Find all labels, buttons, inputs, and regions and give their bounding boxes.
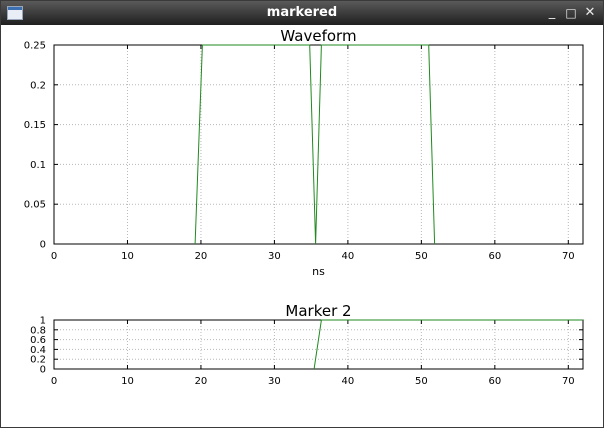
window-icon[interactable] [7,6,23,20]
x-axis-label: ns [312,265,325,278]
window-title: markered [266,5,338,20]
x-tick-label: 40 [342,376,355,387]
x-tick-label: 60 [488,376,501,387]
x-tick-label: 0 [51,376,57,387]
x-tick-label: 20 [195,251,208,262]
x-tick-label: 70 [562,251,575,262]
chart-title: Waveform [280,27,356,45]
series-line [194,44,436,245]
x-tick-label: 40 [342,251,355,262]
plot-frame [53,319,584,370]
x-tick-label: 50 [415,376,428,387]
y-tick-label: 0 [40,240,46,251]
minimize-button[interactable]: _ [548,5,556,20]
series-line [313,319,583,370]
chart-title: Marker 2 [285,302,351,320]
x-tick-label: 30 [268,376,281,387]
x-tick-label: 0 [51,251,57,262]
x-tick-label: 60 [488,251,501,262]
title-bar[interactable]: markered _ □ ✕ [1,1,603,25]
x-tick-label: 10 [121,251,134,262]
y-tick-label: 0 [40,365,46,376]
y-tick-label: 0.25 [24,41,46,52]
x-tick-label: 10 [121,376,134,387]
y-tick-label: 0.05 [24,200,46,211]
x-tick-label: 20 [195,376,208,387]
close-button[interactable]: ✕ [584,5,596,20]
y-tick-label: 0.2 [30,80,46,91]
y-tick-label: 0.4 [30,345,46,356]
y-tick-label: 1 [40,316,46,327]
plot-area: 0 10 20 30 40 50 60 70 0 0.05 0.1 0.15 0.2 0.25 Wavefo… [1,25,603,427]
x-tick-label: 70 [562,376,575,387]
y-tick-label: 0.15 [24,120,46,131]
x-tick-label: 30 [268,251,281,262]
plots-canvas: 0 10 20 30 40 50 60 7000.050.10.150.20.25Wavefo… [24,27,584,387]
maximize-button[interactable]: □ [565,6,577,20]
plot-frame [53,44,584,245]
y-tick-label: 0.8 [30,325,46,336]
y-tick-label: 0.2 [30,355,46,366]
y-tick-label: 0.1 [30,160,46,171]
y-tick-label: 0.6 [30,335,46,346]
x-tick-label: 50 [415,251,428,262]
